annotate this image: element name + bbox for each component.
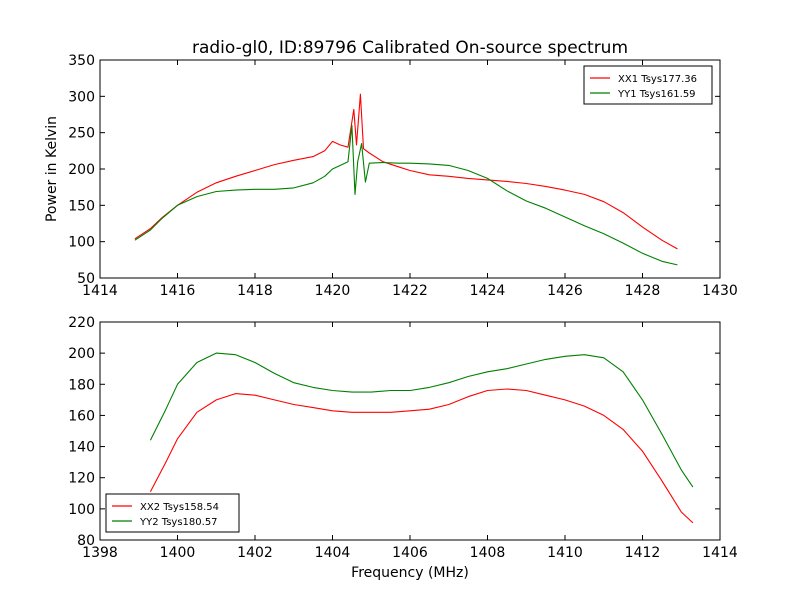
legend: XX1 Tsys177.36 YY1 Tsys161.59 <box>583 65 713 105</box>
x-tick-label: 1422 <box>392 283 428 299</box>
series-line-2 <box>134 124 678 266</box>
legend-label-1: XX1 Tsys177.36 <box>618 74 697 85</box>
x-tick-label: 1408 <box>470 545 506 561</box>
y-tick-label: 220 <box>68 315 95 331</box>
legend-box <box>583 65 713 105</box>
y-tick-label: 100 <box>68 235 95 251</box>
bottom-spectrum-plot: 1398 1400 1402 1404 1406 1408 1410 1412 1414 80 10… <box>68 315 738 581</box>
top-spectrum-plot: 1414 1416 1418 1420 1422 1424 1426 1428 1430 50 10… <box>44 53 738 299</box>
x-tick-label: 1400 <box>160 545 196 561</box>
x-tick-label: 1414 <box>702 545 738 561</box>
x-tick-label: 1404 <box>315 545 351 561</box>
y-tick-label: 150 <box>68 198 95 214</box>
figure-title: radio-gl0, ID:89796 Calibrated On-source… <box>192 38 628 58</box>
x-tick-label: 1402 <box>237 545 273 561</box>
y-tick-label: 300 <box>68 89 95 105</box>
y-tick-label: 200 <box>68 346 95 362</box>
x-tick-label: 1430 <box>702 283 738 299</box>
y-tick-label: 120 <box>68 471 95 487</box>
legend-label-1: XX2 Tsys158.54 <box>140 502 219 513</box>
x-tick-label: 1418 <box>237 283 273 299</box>
y-tick-label: 250 <box>68 126 95 142</box>
y-tick-label: 350 <box>68 53 95 69</box>
y-tick-label: 80 <box>77 533 95 549</box>
x-tick-label: 1428 <box>625 283 661 299</box>
series-line-1 <box>149 388 694 524</box>
series-line-1 <box>134 93 678 250</box>
y-axis-label: Power in Kelvin <box>44 116 60 222</box>
x-tick-label: 1410 <box>547 545 583 561</box>
x-tick-label: 1398 <box>82 545 118 561</box>
legend-box <box>105 493 240 533</box>
x-tick-label: 1406 <box>392 545 428 561</box>
legend-label-2: YY1 Tsys161.59 <box>617 89 696 100</box>
y-tick-label: 160 <box>68 408 95 424</box>
x-tick-label: 1412 <box>625 545 661 561</box>
legend-label-2: YY2 Tsys180.57 <box>139 517 218 528</box>
x-axis-label: Frequency (MHz) <box>351 565 469 581</box>
y-tick-label: 50 <box>77 271 95 287</box>
x-tick-label: 1426 <box>547 283 583 299</box>
x-tick-label: 1414 <box>82 283 118 299</box>
x-tick-label: 1416 <box>160 283 196 299</box>
x-tick-label: 1420 <box>315 283 351 299</box>
x-tick-label: 1424 <box>470 283 506 299</box>
y-tick-label: 100 <box>68 502 95 518</box>
y-tick-label: 140 <box>68 440 95 456</box>
y-tick-label: 200 <box>68 162 95 178</box>
y-tick-label: 180 <box>68 377 95 393</box>
series-line-2 <box>149 352 694 488</box>
legend: XX2 Tsys158.54 YY2 Tsys180.57 <box>105 493 240 533</box>
